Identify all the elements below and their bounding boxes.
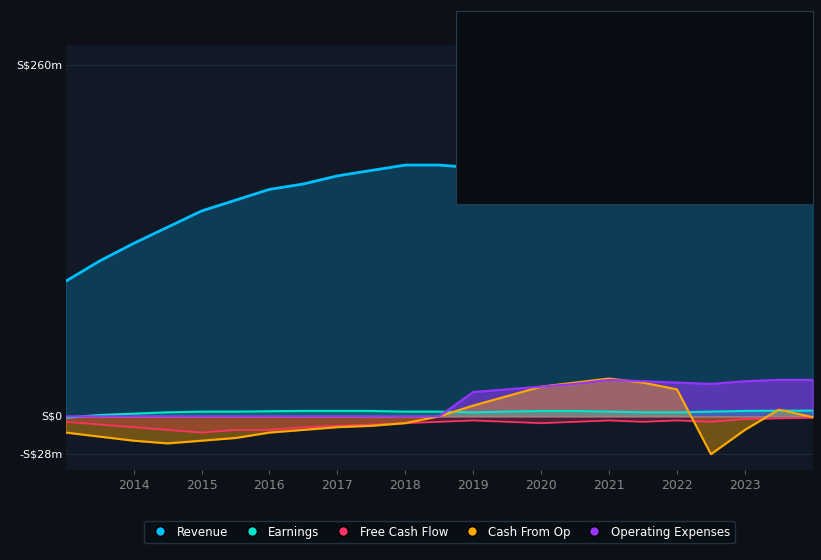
- Text: S$254.467m: S$254.467m: [627, 64, 700, 74]
- Text: Earnings: Earnings: [470, 99, 516, 109]
- Text: Dec 31 2023: Dec 31 2023: [470, 27, 552, 40]
- Text: Revenue: Revenue: [470, 64, 515, 74]
- Text: S$0: S$0: [41, 412, 62, 421]
- Text: /yr: /yr: [706, 64, 723, 74]
- Text: S$26.952m: S$26.952m: [627, 186, 693, 196]
- Text: profit margin: profit margin: [658, 130, 729, 140]
- Text: S$4.253m: S$4.253m: [627, 99, 686, 109]
- Text: /yr: /yr: [698, 136, 715, 146]
- Text: /yr: /yr: [690, 99, 707, 109]
- Text: /yr: /yr: [713, 161, 731, 171]
- Text: -S$28m: -S$28m: [19, 449, 62, 459]
- Legend: Revenue, Earnings, Free Cash Flow, Cash From Op, Operating Expenses: Revenue, Earnings, Free Cash Flow, Cash …: [144, 521, 735, 543]
- Text: -S$601.000k: -S$601.000k: [627, 161, 700, 171]
- Text: Operating Expenses: Operating Expenses: [470, 186, 576, 196]
- Text: Free Cash Flow: Free Cash Flow: [470, 136, 548, 146]
- Text: S$260m: S$260m: [16, 60, 62, 70]
- Text: Cash From Op: Cash From Op: [470, 161, 543, 171]
- Text: 1.7%: 1.7%: [627, 130, 656, 140]
- Text: /yr: /yr: [698, 186, 715, 196]
- Text: -S$1.067m: -S$1.067m: [627, 136, 690, 146]
